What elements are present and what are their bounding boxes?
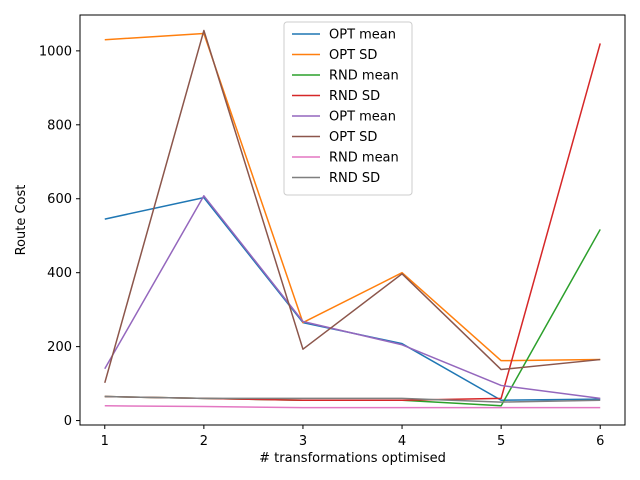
x-tick-label: 2	[200, 434, 208, 449]
series-line-6	[104, 29, 601, 384]
x-axis-label: # transformations optimised	[259, 451, 446, 466]
x-tick-label: 4	[398, 434, 406, 449]
y-axis-label: Route Cost	[14, 185, 29, 256]
legend-label: RND SD	[329, 171, 380, 186]
legend-label: OPT SD	[329, 48, 377, 63]
legend: OPT mean OPT SD RND mean RND SD OPT mean OPT …	[283, 21, 413, 196]
plot-area-frame	[79, 14, 626, 426]
y-tick-label: 200	[47, 340, 72, 355]
legend-label: RND SD	[329, 89, 380, 104]
y-tick-label: 800	[47, 118, 72, 133]
x-tick-label: 3	[299, 434, 307, 449]
x-axis-ticks: 1 2 3 4 5 6	[101, 425, 604, 449]
legend-label: RND mean	[329, 69, 399, 84]
legend-label: OPT SD	[329, 130, 377, 145]
series-line-5	[104, 195, 601, 400]
x-tick-label: 1	[101, 434, 109, 449]
y-tick-label: 1000	[39, 44, 72, 59]
x-tick-label: 5	[497, 434, 505, 449]
y-tick-label: 0	[64, 414, 72, 429]
series-line-7	[104, 405, 601, 409]
legend-label: RND mean	[329, 151, 399, 166]
legend-box	[283, 21, 413, 196]
legend-label: OPT mean	[329, 110, 396, 125]
series-line-2	[104, 32, 601, 362]
series-layer	[104, 29, 601, 409]
y-tick-label: 400	[47, 266, 72, 281]
y-tick-label: 600	[47, 192, 72, 207]
x-tick-label: 6	[596, 434, 604, 449]
y-axis-ticks: 0 200 400 600 800 1000	[39, 44, 80, 429]
series-line-8	[104, 395, 601, 403]
legend-label: OPT mean	[329, 28, 396, 43]
